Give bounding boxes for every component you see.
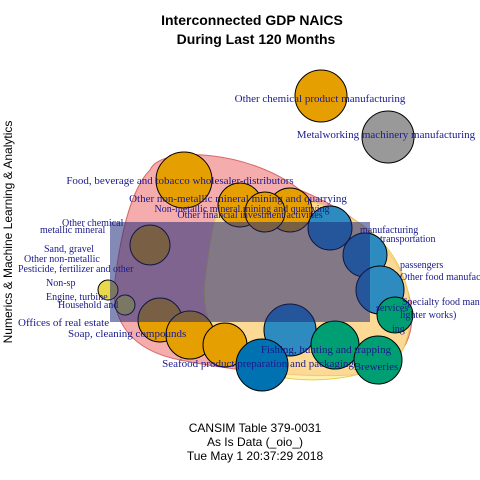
- title-line-2: During Last 120 Months: [177, 31, 336, 47]
- label-chemical: Other chemical product manufacturing: [235, 93, 406, 105]
- label-metalworking: Metalworking machinery manufacturing: [297, 129, 476, 141]
- node-green-3: [376, 296, 414, 334]
- node-dark-blue: [235, 338, 289, 392]
- label-metallic: metallic mineral: [40, 225, 105, 236]
- caption-line-2: As Is Data (_oio_): [207, 435, 303, 449]
- label-nonmetallic-2: Non-metallic mineral mining and quarryin…: [155, 204, 330, 215]
- node-food-beverage: [155, 151, 213, 209]
- label-breweries: Breweries: [354, 361, 399, 373]
- label-lighter-works: lighter works): [400, 310, 456, 321]
- caption-line-3: Tue May 1 20:37:29 2018: [187, 449, 324, 463]
- label-non-sp: Non-sp: [46, 278, 75, 289]
- label-ing: ing: [392, 324, 405, 335]
- label-pesticide: Pesticide, fertilizer and other: [18, 264, 134, 275]
- caption-line-1: CANSIM Table 379-0031: [189, 421, 322, 435]
- label-transportation: transportation: [380, 234, 436, 245]
- label-sand: Sand, gravel: [44, 244, 94, 255]
- label-other-financial: Other financial investment activities: [177, 210, 322, 221]
- title-line-1: Interconnected GDP NAICS: [161, 12, 343, 28]
- label-other-food: Other food manufacturing: [400, 272, 480, 283]
- label-offices-real-estate: Offices of real estate: [18, 317, 109, 329]
- label-engine: Engine, turbine: [46, 292, 108, 303]
- node-chemical: [294, 69, 348, 123]
- node-metalworking: [361, 110, 415, 164]
- label-manufacturing: manufacturing: [360, 225, 418, 236]
- label-other-nonmetallic: Other non-metallic: [24, 254, 100, 265]
- dense-label-band: [110, 222, 370, 322]
- node-breweries: [353, 335, 403, 385]
- label-specialty-food: Specialty food manu: [402, 297, 480, 308]
- label-seafood: Seafood product preparation and packagin…: [162, 358, 354, 370]
- y-axis-label: Numerics & Machine Learning & Analytics: [1, 121, 15, 344]
- label-food-beverage: Food, beverage and tobacco wholesaler-di…: [66, 175, 293, 187]
- dense-overplot-area: [110, 222, 370, 322]
- label-other-chemical-left: Other chemical: [62, 218, 124, 229]
- label-fishing: Fishing, hunting and trapping: [261, 344, 392, 356]
- label-nonmetallic: Other non-metallic mineral mining and qu…: [129, 193, 347, 205]
- label-soap: Soap, cleaning compounds: [68, 328, 186, 340]
- label-passengers: passengers: [400, 260, 443, 271]
- label-household: Household and: [58, 300, 118, 311]
- label-services: services: [376, 303, 408, 314]
